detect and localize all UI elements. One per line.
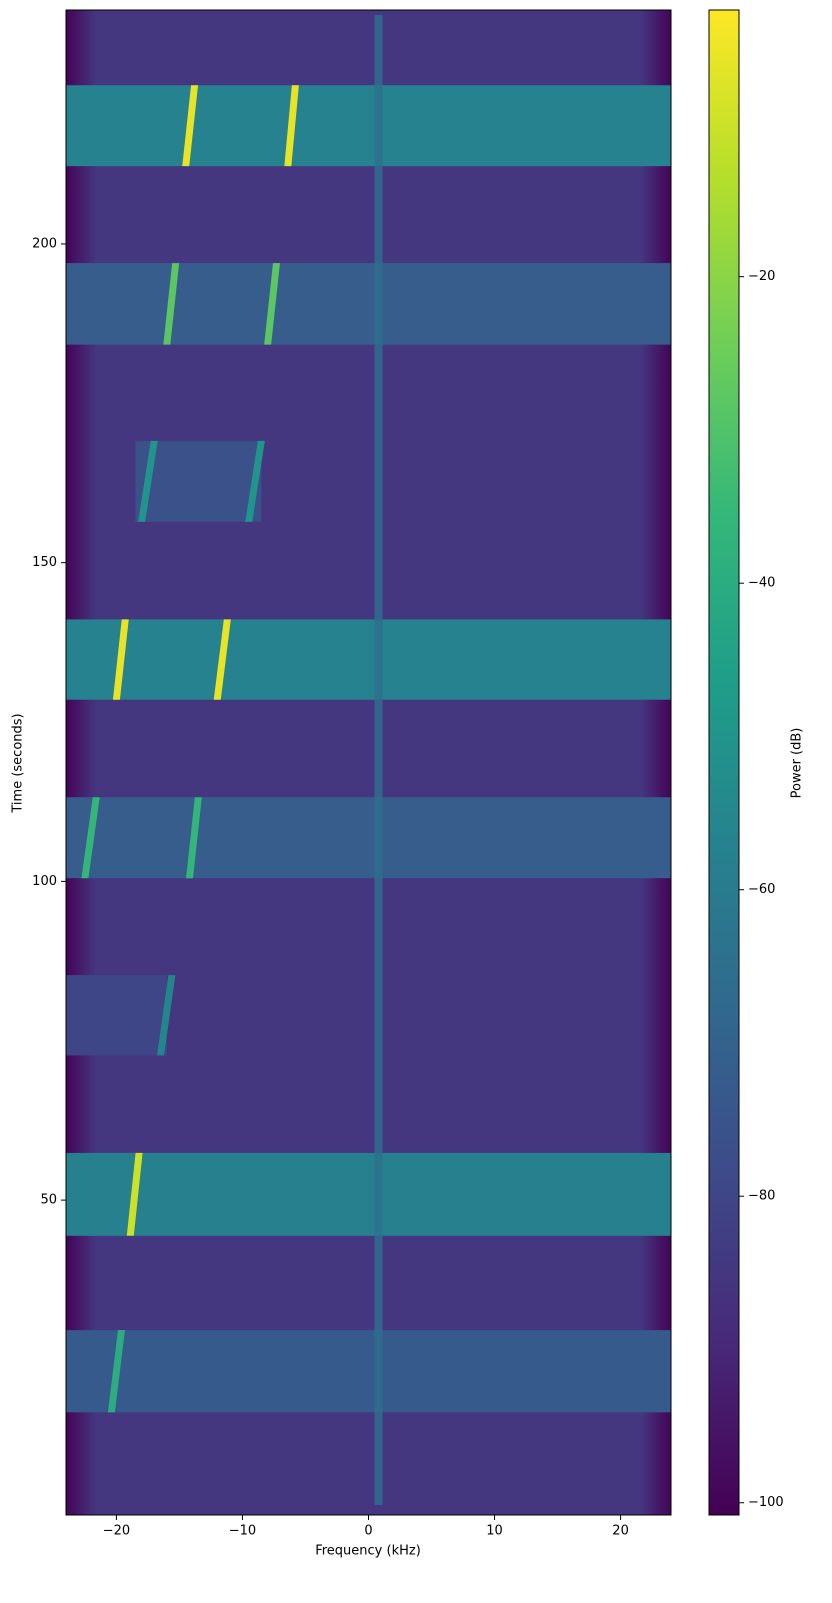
colorbar-tick-label: −60 <box>748 882 775 897</box>
chirp <box>264 263 280 345</box>
burst-band <box>135 440 262 522</box>
chirp <box>284 85 299 167</box>
x-tick-label: −10 <box>229 1524 256 1539</box>
background <box>66 10 671 1515</box>
carrier-line <box>374 15 383 1505</box>
chirp <box>163 263 180 345</box>
chirp <box>107 1330 125 1413</box>
x-tick-label: 10 <box>486 1524 503 1539</box>
colorbar-tick-label: −40 <box>748 576 775 591</box>
y-tick-label: 100 <box>32 874 57 889</box>
x-tick-label: 20 <box>612 1524 629 1539</box>
burst-band <box>66 263 671 345</box>
burst-band <box>66 1152 671 1236</box>
y-axis-label: Time (seconds) <box>11 713 26 813</box>
x-tick-label: 0 <box>364 1524 372 1539</box>
burst-band <box>66 797 671 879</box>
x-tick-label: −20 <box>103 1524 130 1539</box>
y-tick-label: 50 <box>40 1193 57 1208</box>
chirp <box>186 797 202 879</box>
colorbar-label: Power (dB) <box>790 728 805 799</box>
y-tick-label: 150 <box>32 555 57 570</box>
colorbar-tick-label: −20 <box>748 269 775 284</box>
colorbar-tick-label: −80 <box>748 1189 775 1204</box>
chirp <box>182 85 199 167</box>
chirp <box>245 440 265 522</box>
colorbar-tick-label: −100 <box>748 1495 784 1510</box>
chirp <box>126 1152 143 1236</box>
y-tick-label: 200 <box>32 236 57 251</box>
x-axis-label: Frequency (kHz) <box>315 1544 421 1559</box>
burst-band <box>66 619 671 700</box>
burst-band <box>66 85 671 167</box>
chirp <box>112 619 129 700</box>
chirp <box>213 619 231 700</box>
burst-band <box>66 975 167 1056</box>
burst-band <box>66 1330 671 1413</box>
chirp <box>138 440 158 522</box>
plot-area <box>66 10 671 1515</box>
chirp <box>157 975 176 1056</box>
chirp <box>81 797 100 879</box>
colorbar <box>708 9 740 1516</box>
